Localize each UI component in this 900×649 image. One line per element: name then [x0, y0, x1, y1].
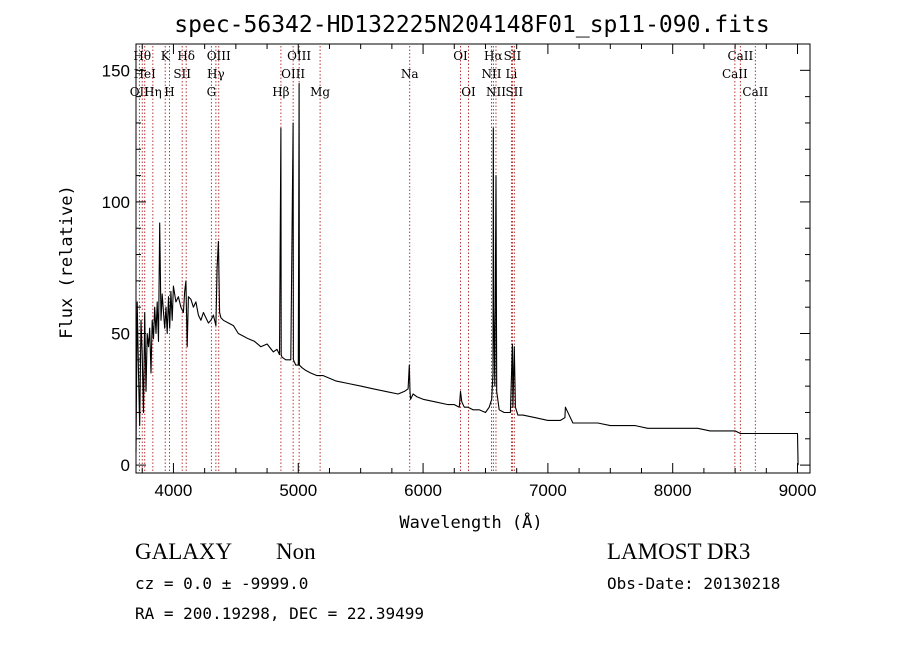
spectral-line-label: K — [161, 49, 171, 63]
spectral-line-label: H — [164, 85, 174, 99]
spectral-line-label: Li — [506, 67, 518, 81]
spectral-line-label: SII — [505, 85, 523, 99]
object-subclass: Non — [276, 539, 316, 564]
spectral-line-label: Mg — [310, 85, 330, 99]
spectral-line-label: Hδ — [177, 49, 195, 63]
redshift-cz: cz = 0.0 ± -9999.0 — [135, 574, 308, 593]
object-class: GALAXY — [135, 539, 232, 564]
spectral-line-label: OIII — [287, 49, 311, 63]
spectral-line-label: Na — [401, 67, 419, 81]
spectral-line-label: OI — [461, 85, 476, 99]
spectral-line-label: OIII — [281, 67, 305, 81]
spectral-line-label: CaII — [722, 67, 748, 81]
spectral-line-label: G — [207, 85, 217, 99]
spectral-line-label: NII — [486, 85, 506, 99]
survey-name: LAMOST DR3 — [607, 539, 750, 564]
x-tick-label: 9000 — [779, 481, 817, 500]
spectrum-series — [135, 82, 799, 466]
spectral-line-label: OI — [453, 49, 468, 63]
x-tick-label: 4000 — [155, 481, 193, 500]
x-tick-label: 8000 — [654, 481, 692, 500]
spectral-line-label: Hγ — [207, 67, 225, 81]
spectral-line-label: CaII — [742, 85, 768, 99]
y-tick-label: 50 — [111, 325, 130, 344]
y-tick-label: 100 — [102, 193, 130, 212]
spectral-line-label: Hη — [144, 85, 162, 99]
spectral-line-label: CaII — [727, 49, 753, 63]
y-tick-label: 150 — [102, 61, 130, 80]
spectral-line-label: Hβ — [272, 85, 289, 99]
x-tick-label: 7000 — [529, 481, 567, 500]
spectral-line-label: NII — [481, 67, 501, 81]
x-tick-label: 6000 — [404, 481, 442, 500]
y-tick-label: 0 — [121, 456, 130, 475]
y-axis-label: Flux (relative) — [57, 185, 77, 339]
plot-frame — [135, 43, 811, 474]
spectral-line-label: Hθ — [133, 49, 151, 63]
axes: 4000 5000 6000 7000 8000 9000 0 50 100 150 — [102, 44, 817, 500]
x-tick-label: 5000 — [279, 481, 317, 500]
x-axis-label: Wavelength (Å) — [399, 511, 542, 533]
chart-title: spec-56342-HD132225N204148F01_sp11-090.f… — [174, 12, 769, 38]
spectral-line-label: Hα — [484, 49, 503, 63]
observation-date: Obs-Date: 20130218 — [607, 574, 780, 593]
spectral-line-label: SII — [504, 49, 522, 63]
spectral-line-label: OIII — [207, 49, 231, 63]
spectral-line-label: SII — [173, 67, 191, 81]
series-line — [135, 82, 799, 466]
ra-dec: RA = 200.19298, DEC = 22.39499 — [135, 604, 424, 623]
